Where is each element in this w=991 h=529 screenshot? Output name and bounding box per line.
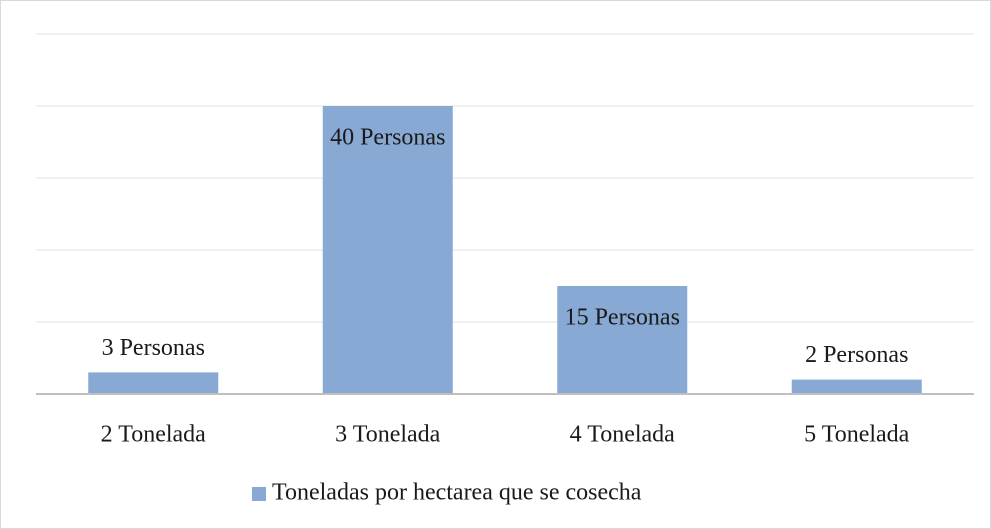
legend-swatch — [252, 487, 266, 501]
bar — [557, 286, 688, 394]
x-tick-label: 2 Tonelada — [101, 422, 207, 448]
bar — [791, 379, 922, 394]
data-label: 3 Personas — [102, 335, 205, 361]
bar — [88, 372, 219, 394]
data-label: 2 Personas — [805, 342, 908, 368]
x-tick-label: 4 Tonelada — [570, 422, 676, 448]
bar — [322, 106, 453, 394]
x-tick-label: 3 Tonelada — [335, 422, 441, 448]
data-label: 15 Personas — [565, 305, 680, 331]
x-tick-label: 5 Tonelada — [804, 422, 910, 448]
data-label: 40 Personas — [330, 125, 445, 151]
legend-label: Toneladas por hectarea que se cosecha — [272, 480, 642, 506]
